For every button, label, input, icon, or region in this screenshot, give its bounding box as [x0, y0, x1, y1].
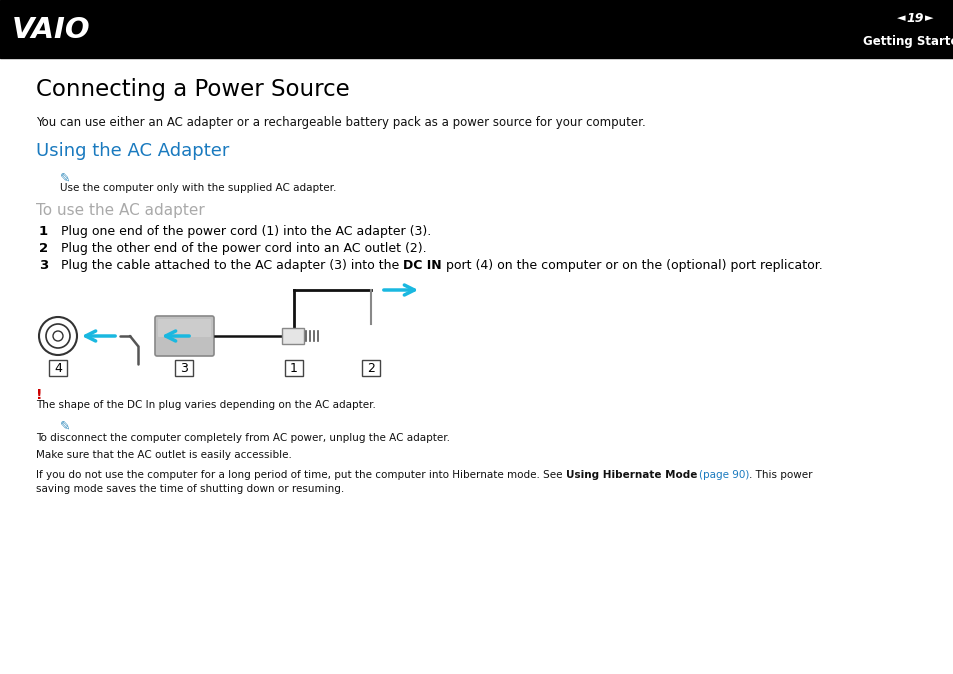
Text: port (4) on the computer or on the (optional) port replicator.: port (4) on the computer or on the (opti… — [441, 259, 821, 272]
Text: If you do not use the computer for a long period of time, put the computer into : If you do not use the computer for a lon… — [36, 470, 565, 480]
Text: ✎: ✎ — [60, 420, 71, 433]
FancyBboxPatch shape — [154, 316, 213, 356]
Bar — [0, 0, 953, 58]
Bar — [49, 360, 67, 376]
Text: ◄: ◄ — [896, 13, 904, 23]
Bar — [282, 328, 304, 344]
Text: (page 90): (page 90) — [699, 470, 749, 480]
Text: Plug one end of the power cord (1) into the AC adapter (3).: Plug one end of the power cord (1) into … — [61, 225, 431, 238]
Text: saving mode saves the time of shutting down or resuming.: saving mode saves the time of shutting d… — [36, 484, 344, 494]
Text: Getting Started: Getting Started — [862, 36, 953, 49]
Text: DC IN: DC IN — [403, 259, 441, 272]
Text: The shape of the DC In plug varies depending on the AC adapter.: The shape of the DC In plug varies depen… — [36, 400, 375, 410]
Text: 3: 3 — [39, 259, 49, 272]
Text: You can use either an AC adapter or a rechargeable battery pack as a power sourc: You can use either an AC adapter or a re… — [36, 116, 645, 129]
Text: 19: 19 — [905, 11, 923, 24]
FancyBboxPatch shape — [158, 319, 211, 337]
Text: . This power: . This power — [749, 470, 812, 480]
Text: Plug the cable attached to the AC adapter (3) into the: Plug the cable attached to the AC adapte… — [61, 259, 403, 272]
Text: To use the AC adapter: To use the AC adapter — [36, 203, 205, 218]
Text: VAIO: VAIO — [12, 16, 91, 44]
Bar — [285, 360, 303, 376]
Text: 2: 2 — [367, 361, 375, 375]
Text: 3: 3 — [180, 361, 188, 375]
Bar — [361, 360, 379, 376]
Text: ►: ► — [923, 13, 932, 23]
Text: Use the computer only with the supplied AC adapter.: Use the computer only with the supplied … — [60, 183, 336, 193]
Text: 2: 2 — [39, 242, 48, 255]
Text: Using Hibernate Mode: Using Hibernate Mode — [565, 470, 697, 480]
Text: Using the AC Adapter: Using the AC Adapter — [36, 142, 229, 160]
Text: Make sure that the AC outlet is easily accessible.: Make sure that the AC outlet is easily a… — [36, 450, 292, 460]
Text: To disconnect the computer completely from AC power, unplug the AC adapter.: To disconnect the computer completely fr… — [36, 433, 450, 443]
Text: ✎: ✎ — [60, 172, 71, 185]
Text: Plug the other end of the power cord into an AC outlet (2).: Plug the other end of the power cord int… — [61, 242, 426, 255]
Text: 1: 1 — [39, 225, 48, 238]
Text: 4: 4 — [54, 361, 62, 375]
Text: 1: 1 — [290, 361, 297, 375]
Bar — [174, 360, 193, 376]
Text: !: ! — [36, 388, 43, 402]
Text: Connecting a Power Source: Connecting a Power Source — [36, 78, 350, 101]
